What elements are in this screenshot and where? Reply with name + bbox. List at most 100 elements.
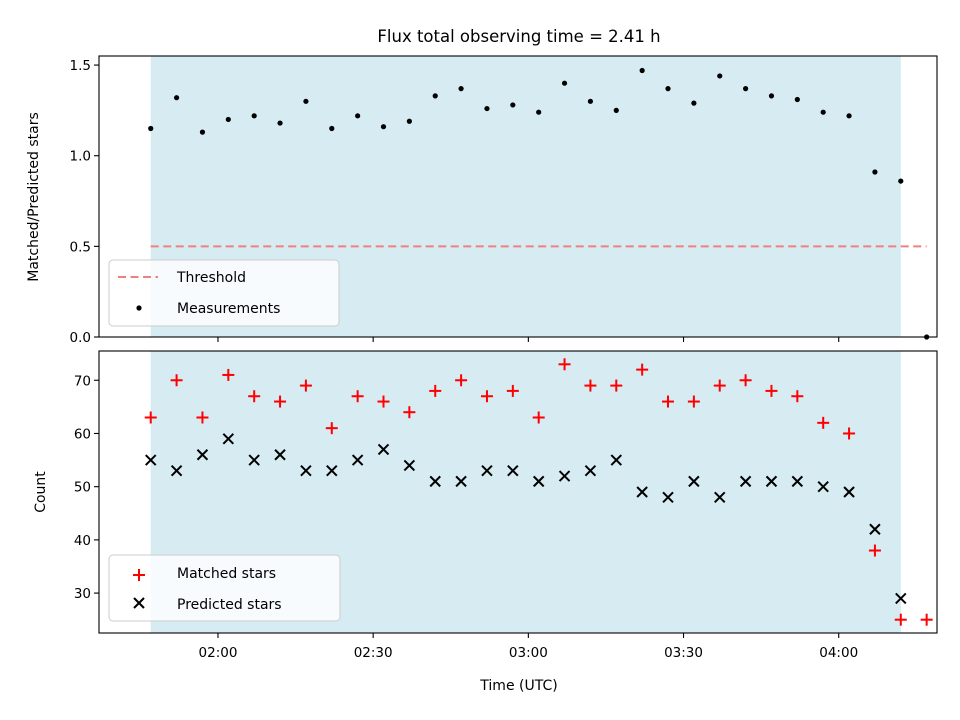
matched-stars-point: [196, 411, 209, 424]
top-panel: 0.0 0.5 1.0 1.5 Matched/Predicted stars Thr…: [26, 55, 938, 346]
top-y-tick-label: 1.5: [70, 58, 91, 74]
bottom-panel: 30 40 50 60 70 02:00 02:30 03:00 03:30 04:00 Cou…: [33, 350, 938, 694]
predicted-stars-point: [636, 486, 648, 498]
matched-stars-point: [817, 416, 830, 429]
bottom-y-tick-label: 70: [74, 373, 91, 389]
predicted-stars-point: [739, 475, 752, 488]
matched-stars-legend-label: Matched stars: [177, 566, 276, 582]
measurements-series: [148, 67, 930, 340]
matched-stars-point: [765, 384, 778, 397]
predicted-stars-series: [145, 433, 907, 605]
matched-stars-point: [610, 379, 623, 392]
measurement-point: [613, 107, 619, 113]
top-legend: Threshold Measurements: [108, 259, 340, 327]
measurement-point: [173, 95, 180, 101]
predicted-stars-point: [300, 465, 312, 477]
measurement-point: [872, 169, 878, 175]
top-y-tick-label: 0.5: [70, 239, 91, 255]
predicted-stars-point: [507, 465, 519, 477]
measurement-point: [820, 109, 826, 115]
predicted-stars-point: [714, 491, 726, 504]
matched-stars-point: [248, 390, 261, 403]
predicted-stars-point: [196, 449, 209, 461]
measurement-point: [561, 80, 568, 86]
predicted-stars-point: [765, 475, 778, 488]
predicted-stars-point: [377, 443, 390, 456]
top-y-axis-ticks: 0.0 0.5 1.0 1.5: [70, 58, 99, 346]
measurement-point: [251, 113, 257, 119]
predicted-stars-point: [274, 449, 286, 461]
matched-stars-point: [480, 390, 493, 403]
top-x-axis-ticks: [217, 337, 840, 342]
predicted-stars-point: [817, 480, 829, 493]
matched-stars-point: [662, 395, 675, 408]
measurement-point: [846, 113, 852, 119]
predicted-stars-point: [145, 454, 157, 466]
measurement-point: [794, 96, 800, 103]
matched-stars-point: [403, 406, 416, 419]
matched-stars-point: [455, 374, 468, 387]
measurement-point: [898, 178, 904, 184]
threshold-legend-label: Threshold: [176, 270, 246, 286]
bottom-y-tick-label: 30: [74, 586, 91, 602]
chart-title: Flux total observing time = 2.41 h: [377, 27, 660, 46]
matched-stars-point: [920, 613, 933, 626]
predicted-stars-point: [326, 465, 338, 477]
predicted-stars-point: [662, 491, 674, 504]
predicted-stars-point: [170, 465, 183, 477]
predicted-stars-point: [248, 454, 260, 466]
measurement-point: [510, 102, 516, 108]
measurement-point: [768, 93, 775, 99]
predicted-stars-point: [481, 465, 493, 477]
matched-stars-point: [532, 411, 545, 424]
measurement-point: [225, 116, 231, 123]
predicted-stars-point: [843, 486, 855, 498]
matched-stars-point: [144, 411, 157, 424]
bottom-x-axis-ticks: 02:00 02:30 03:00 03:30 04:00: [199, 633, 858, 661]
predicted-stars-point: [455, 475, 467, 488]
top-y-tick-label: 1.0: [70, 149, 91, 165]
matched-stars-series: [144, 358, 933, 626]
measurement-point: [355, 113, 361, 119]
measurement-point: [587, 98, 594, 104]
measurement-point: [717, 73, 723, 79]
bottom-y-axis-ticks: 30 40 50 60 70: [74, 373, 99, 602]
predicted-stars-point: [688, 475, 700, 488]
predicted-stars-point: [895, 592, 907, 605]
top-plot-frame: [98, 55, 938, 338]
matched-stars-point: [170, 374, 183, 387]
measurement-point: [199, 129, 206, 135]
bottom-legend-box: [108, 554, 341, 622]
predicted-stars-point: [869, 523, 881, 535]
bottom-y-tick-label: 50: [74, 480, 91, 496]
predicted-stars-legend-label: Predicted stars: [177, 597, 282, 613]
predicted-stars-point: [610, 454, 622, 466]
bottom-plot-frame: [98, 350, 938, 634]
measurements-legend-label: Measurements: [177, 301, 280, 317]
measurement-point: [380, 124, 387, 130]
predicted-stars-point: [403, 459, 416, 472]
bottom-x-tick-label: 04:00: [819, 645, 858, 661]
top-y-axis-label: Matched/Predicted stars: [26, 112, 42, 282]
predicted-stars-point: [791, 475, 804, 488]
measurement-point: [148, 125, 154, 132]
matched-stars-point: [222, 368, 235, 381]
measurement-point: [665, 86, 671, 92]
bottom-x-tick-label: 02:30: [354, 645, 393, 661]
matched-stars-point: [636, 363, 649, 376]
predicted-stars-legend-swatch: [133, 597, 145, 609]
bottom-legend: Matched stars Predicted stars: [108, 554, 341, 622]
measurement-point: [743, 86, 749, 92]
matched-stars-point: [506, 384, 519, 397]
bottom-x-tick-label: 03:00: [509, 645, 548, 661]
predicted-stars-point: [429, 475, 441, 488]
matched-stars-point: [868, 544, 881, 557]
matched-stars-point: [558, 358, 571, 371]
measurements-legend-swatch: [136, 305, 142, 311]
matched-stars-point: [843, 427, 856, 440]
measurement-point: [303, 98, 309, 104]
measurement-point: [691, 100, 697, 106]
top-y-tick-label: 0.0: [70, 330, 91, 346]
matched-stars-point: [739, 374, 752, 387]
